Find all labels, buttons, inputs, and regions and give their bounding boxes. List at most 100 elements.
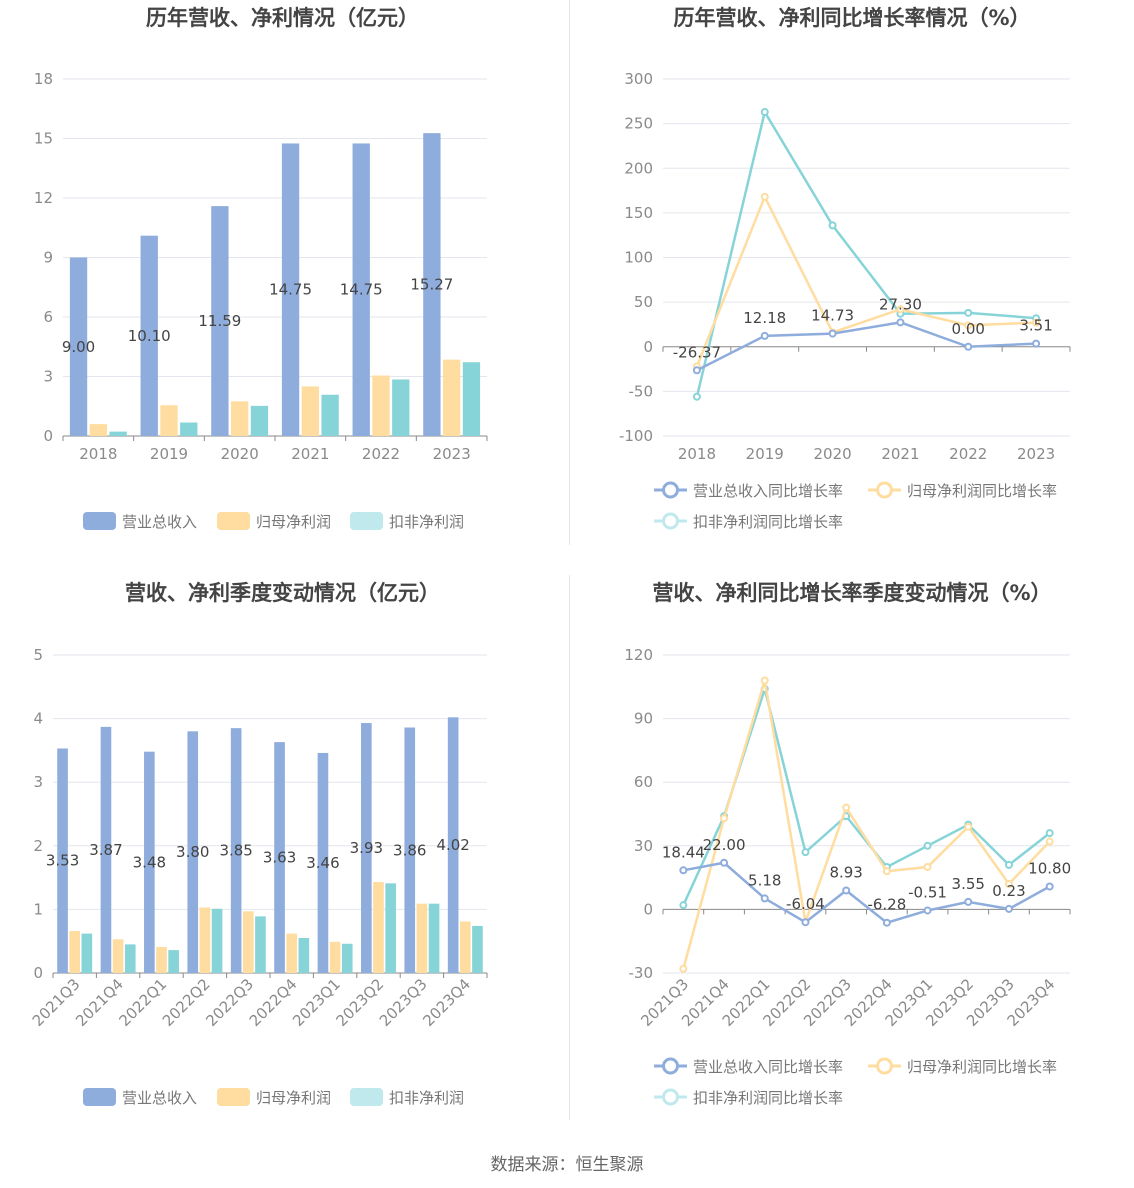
line-data-label: -6.04: [786, 895, 825, 913]
legend-label: 归母净利润同比增长率: [907, 482, 1057, 500]
line-data-label: -6.28: [867, 896, 906, 914]
y-tick-label: 90: [634, 710, 653, 728]
bar-1: [187, 731, 199, 973]
series-point-2: [882, 867, 891, 876]
bar-data-label: 3.48: [133, 853, 166, 871]
x-tick-label: 2023Q4: [419, 975, 474, 1030]
annual-growth-svg: 历年营收、净利同比增长率情况（%） -100 -50 0 50 100 150 200 250 3…: [619, 6, 1071, 531]
bar-3: [428, 903, 440, 973]
legend-swatch-marker: [662, 1057, 679, 1075]
bar-data-label: 14.75: [340, 281, 383, 299]
bar-data-label: 3.87: [89, 841, 122, 859]
bar-2: [231, 401, 249, 436]
chart-title: 历年营收、净利同比增长率情况（%）: [673, 6, 1030, 30]
legend-swatch: [350, 512, 383, 530]
series-point-1: [882, 918, 891, 927]
series-point-1: [842, 886, 851, 895]
bar-3: [341, 943, 353, 973]
series-point-1: [964, 342, 973, 351]
bar-2: [156, 946, 167, 973]
bar-data-label: 3.86: [393, 841, 426, 859]
chart-title: 营收、净利同比增长率季度变动情况（%）: [652, 581, 1051, 605]
legend-label: 营业总收入: [122, 1089, 197, 1107]
y-tick-label: 50: [634, 293, 653, 311]
legend-label: 扣非净利润同比增长率: [693, 1089, 843, 1107]
line-data-label: 22.00: [703, 836, 746, 854]
bar-1: [317, 752, 329, 973]
bar-1: [57, 748, 68, 973]
legend-label: 扣非净利润同比增长率: [693, 513, 843, 531]
bar-2: [199, 907, 211, 973]
legend-label: 归母净利润同比增长率: [907, 1058, 1057, 1076]
annual-amount-chart: 历年营收、净利情况（亿元） 0 3 6 9 12 15 18 2018 2019 2020 2021 2…: [0, 0, 565, 550]
series-point-2: [760, 676, 769, 685]
bar-1: [230, 728, 242, 973]
legend-label: 归母净利润: [256, 1089, 331, 1107]
x-tick-label: 2018: [79, 445, 117, 463]
bar-2: [301, 386, 319, 436]
bar-2: [242, 911, 254, 973]
line-data-label: 5.18: [748, 871, 781, 889]
x-tick-label: 2021: [291, 445, 329, 463]
bar-data-label: 14.75: [269, 281, 312, 299]
annual-amount-svg: 历年营收、净利情况（亿元） 0 3 6 9 12 15 18 2018 2019 2020 2021 2…: [34, 6, 488, 531]
y-tick-label: 120: [624, 646, 653, 664]
bar-3: [250, 405, 269, 436]
series-line-2: [682, 680, 1051, 970]
series-point-1: [923, 906, 932, 915]
legend-swatch: [83, 1088, 116, 1106]
x-tick-label: 2020: [221, 445, 259, 463]
bar-1: [144, 751, 155, 973]
bar-2: [286, 933, 298, 973]
y-tick-label: 9: [43, 249, 53, 267]
bar-3: [385, 883, 396, 973]
legend-label: 营业总收入: [122, 513, 197, 531]
series-point-1: [1045, 882, 1054, 891]
legend-label: 归母净利润: [256, 513, 331, 531]
y-tick-label: 6: [43, 308, 53, 326]
series-line-2: [695, 193, 1037, 367]
series-point-3: [1045, 829, 1054, 838]
y-tick-label: -50: [629, 382, 654, 400]
series-point-2: [964, 321, 973, 330]
y-tick-label: 18: [34, 70, 53, 88]
y-tick-label: 5: [33, 646, 43, 664]
bar-1: [352, 143, 370, 437]
bar-3: [392, 379, 410, 436]
y-tick-label: 250: [624, 115, 653, 133]
bar-2: [373, 882, 384, 973]
x-tick-label: 2021: [881, 445, 919, 463]
vertical-divider-bottom: [569, 575, 570, 1120]
bar-1: [274, 742, 285, 973]
y-tick-label: 150: [624, 204, 653, 222]
y-tick-label: 0: [43, 427, 53, 445]
bar-3: [211, 908, 223, 973]
quarterly-growth-chart: 营收、净利同比增长率季度变动情况（%） -30 0 30 60 90 120 2021Q3 20…: [570, 575, 1134, 1120]
vertical-divider-top: [569, 0, 570, 545]
bar-1: [140, 235, 158, 436]
legend-swatch: [217, 512, 250, 530]
chart-title: 营收、净利季度变动情况（亿元）: [125, 581, 440, 605]
bar-data-label: 4.02: [436, 836, 469, 854]
y-tick-label: 100: [624, 249, 653, 267]
line-data-label: 18.44: [662, 843, 705, 861]
y-tick-label: 200: [624, 159, 653, 177]
line-data-label: -0.51: [908, 883, 947, 901]
y-tick-label: 15: [34, 130, 53, 148]
legend-swatch: [83, 512, 116, 530]
legend-label: 扣非净利润: [389, 513, 464, 531]
series-point-1: [760, 331, 769, 340]
series-point-2: [1045, 837, 1054, 846]
series-point-1: [801, 918, 810, 927]
series-point-1: [1004, 904, 1013, 913]
series-point-3: [760, 108, 769, 117]
series-point-1: [896, 318, 905, 327]
bar-2: [416, 903, 428, 973]
x-tick-label: 2022: [362, 445, 400, 463]
y-tick-label: -100: [619, 427, 653, 445]
bar-2: [89, 424, 107, 436]
series-point-1: [679, 866, 688, 875]
legend-swatch-marker: [876, 481, 893, 499]
y-tick-label: 12: [34, 189, 53, 207]
bar-data-label: 9.00: [62, 338, 95, 356]
